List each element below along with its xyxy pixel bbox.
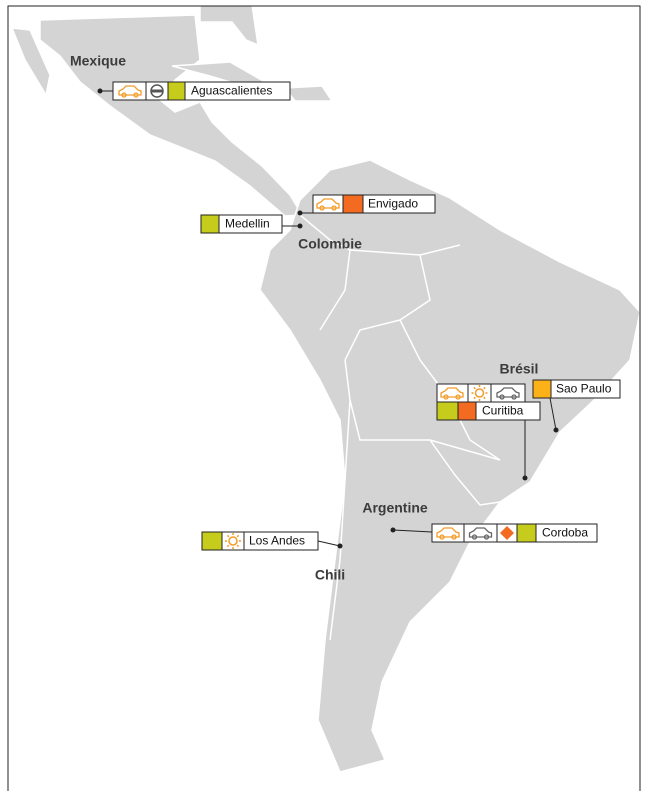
site-label: Aguascalientes (191, 84, 272, 98)
site-marker: Medellin (200, 214, 303, 234)
leader (392, 529, 433, 533)
dot (97, 88, 103, 94)
orange-square (342, 194, 364, 214)
leader (317, 540, 341, 547)
site-label: Cordoba (542, 526, 588, 540)
site-label: Envigado (368, 197, 418, 211)
dot (390, 527, 396, 533)
site-label: Sao Paulo (556, 382, 612, 396)
dot (337, 543, 343, 549)
mexico-central-america (39, 14, 304, 217)
country-label: Mexique (70, 53, 126, 69)
land (10, 4, 641, 773)
yellow-square (532, 379, 552, 399)
dot (553, 427, 559, 433)
site-label: Medellin (225, 217, 270, 231)
baja (10, 27, 51, 98)
site-marker: Los Andes (201, 531, 343, 551)
site-marker: Cordoba (390, 523, 598, 543)
site-marker: Aguascalientes (97, 81, 291, 101)
site-marker: Curitiba (436, 383, 541, 481)
green-square (201, 531, 223, 551)
country-label: Colombie (298, 236, 362, 252)
orange-diamond (500, 526, 514, 540)
site-label: Los Andes (249, 534, 305, 548)
frame (7, 5, 641, 791)
green-square (516, 523, 537, 543)
site-marker: Sao Paulo (532, 379, 621, 433)
site-marker: Envigado (297, 194, 436, 216)
engine-icon (151, 89, 163, 93)
hispaniola (283, 85, 334, 102)
label-box (436, 383, 526, 403)
dot (297, 210, 303, 216)
dot (522, 475, 528, 481)
label-box (112, 81, 291, 101)
country-label: Brésil (500, 361, 539, 377)
green-square (167, 81, 186, 101)
north-america (199, 4, 259, 47)
divider (467, 384, 492, 402)
leader (549, 397, 557, 431)
site-label: Curitiba (482, 404, 524, 418)
dot (297, 223, 303, 229)
country-label: Chili (315, 567, 345, 583)
south-america (259, 159, 641, 773)
green-square (200, 214, 220, 234)
country-label: Argentine (362, 500, 428, 516)
divider (463, 524, 498, 542)
green-square (436, 401, 459, 421)
orange-square (457, 401, 477, 421)
